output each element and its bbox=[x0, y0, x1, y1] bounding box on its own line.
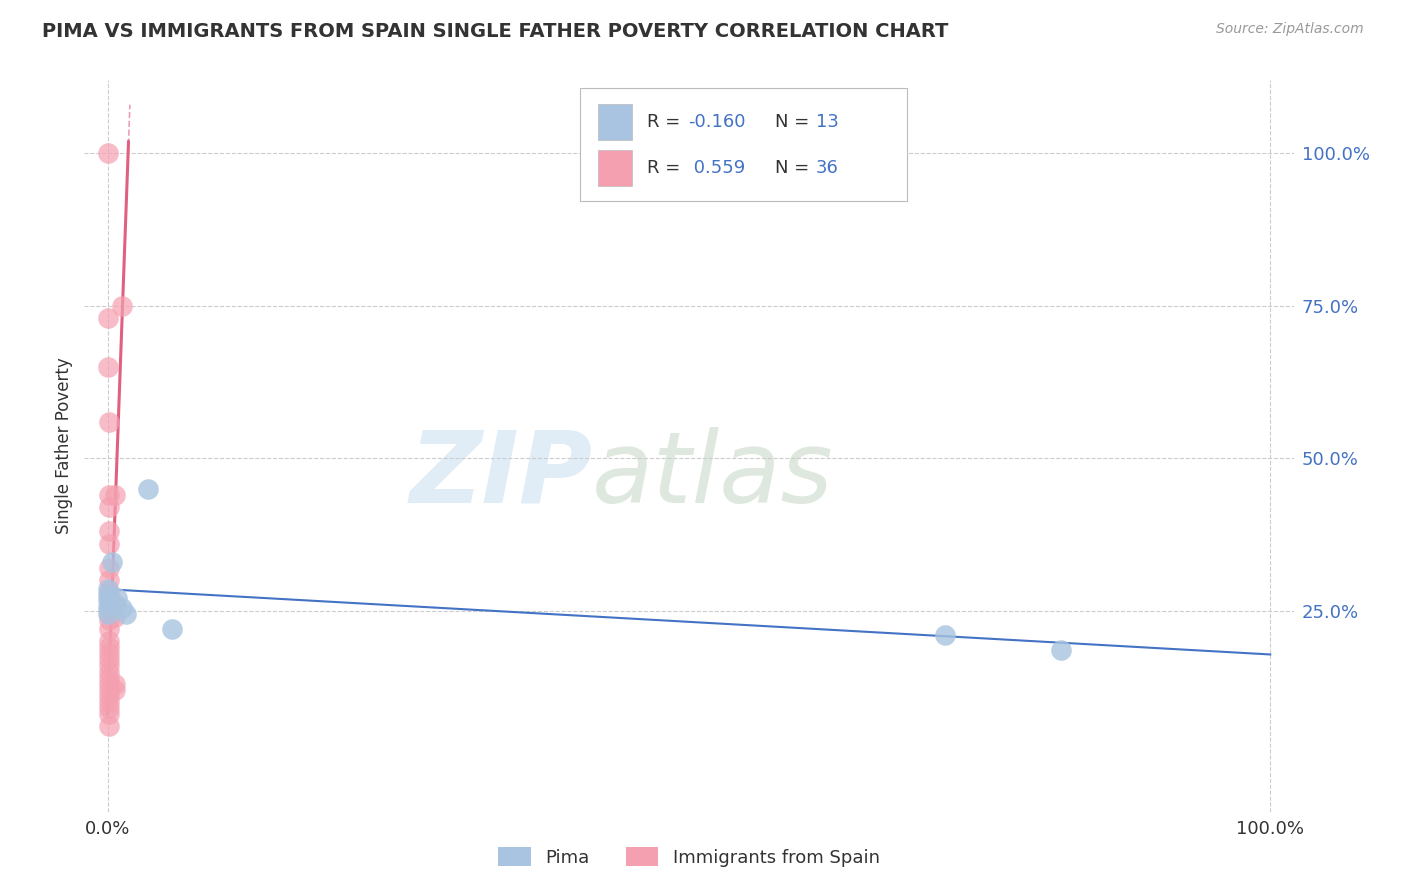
Point bbox=[97, 665, 120, 679]
Point bbox=[97, 646, 120, 660]
Point bbox=[136, 482, 159, 496]
Point bbox=[97, 600, 120, 615]
FancyBboxPatch shape bbox=[599, 104, 633, 139]
Point bbox=[110, 600, 132, 615]
Point bbox=[97, 689, 120, 703]
Point bbox=[97, 613, 120, 627]
Point bbox=[97, 658, 120, 673]
Legend: Pima, Immigrants from Spain: Pima, Immigrants from Spain bbox=[489, 838, 889, 876]
Point bbox=[97, 607, 120, 621]
Text: 36: 36 bbox=[815, 159, 839, 177]
Point bbox=[97, 311, 120, 326]
Point bbox=[1050, 643, 1073, 657]
Point bbox=[97, 500, 120, 514]
Point bbox=[97, 607, 120, 621]
Point bbox=[97, 676, 120, 690]
Text: R =: R = bbox=[647, 113, 686, 131]
Point bbox=[97, 591, 120, 606]
Point bbox=[104, 682, 127, 697]
Point bbox=[97, 707, 120, 722]
Text: atlas: atlas bbox=[592, 426, 834, 524]
FancyBboxPatch shape bbox=[581, 87, 907, 201]
Text: 0.559: 0.559 bbox=[688, 159, 745, 177]
Point bbox=[97, 719, 120, 733]
Point bbox=[934, 628, 956, 642]
Text: R =: R = bbox=[647, 159, 686, 177]
Point bbox=[97, 524, 120, 539]
Point bbox=[105, 591, 128, 606]
Point bbox=[97, 585, 120, 599]
Point bbox=[97, 488, 120, 502]
Point bbox=[104, 598, 127, 612]
Point bbox=[104, 676, 127, 690]
Point bbox=[97, 600, 120, 615]
Point bbox=[97, 695, 120, 709]
Text: N =: N = bbox=[775, 113, 815, 131]
Point bbox=[97, 146, 120, 161]
Text: Source: ZipAtlas.com: Source: ZipAtlas.com bbox=[1216, 22, 1364, 37]
Text: N =: N = bbox=[775, 159, 815, 177]
Point bbox=[97, 640, 120, 655]
Point bbox=[97, 622, 120, 636]
Point bbox=[97, 594, 120, 608]
Point bbox=[97, 359, 120, 374]
Y-axis label: Single Father Poverty: Single Father Poverty bbox=[55, 358, 73, 534]
Text: 13: 13 bbox=[815, 113, 839, 131]
Point bbox=[97, 634, 120, 648]
Point bbox=[97, 588, 120, 602]
Point bbox=[97, 582, 120, 597]
Point bbox=[97, 701, 120, 715]
Point bbox=[160, 622, 183, 636]
Point bbox=[97, 573, 120, 587]
Text: PIMA VS IMMIGRANTS FROM SPAIN SINGLE FATHER POVERTY CORRELATION CHART: PIMA VS IMMIGRANTS FROM SPAIN SINGLE FAT… bbox=[42, 22, 949, 41]
Point bbox=[115, 607, 138, 621]
Point bbox=[97, 561, 120, 575]
Point bbox=[97, 652, 120, 666]
Point bbox=[97, 682, 120, 697]
Point bbox=[97, 415, 120, 429]
Point bbox=[101, 555, 124, 569]
Point bbox=[97, 536, 120, 550]
Text: ZIP: ZIP bbox=[409, 426, 592, 524]
Point bbox=[104, 609, 127, 624]
Point bbox=[97, 671, 120, 685]
FancyBboxPatch shape bbox=[599, 151, 633, 186]
Point bbox=[104, 488, 127, 502]
Point bbox=[110, 299, 132, 313]
Text: -0.160: -0.160 bbox=[688, 113, 745, 131]
